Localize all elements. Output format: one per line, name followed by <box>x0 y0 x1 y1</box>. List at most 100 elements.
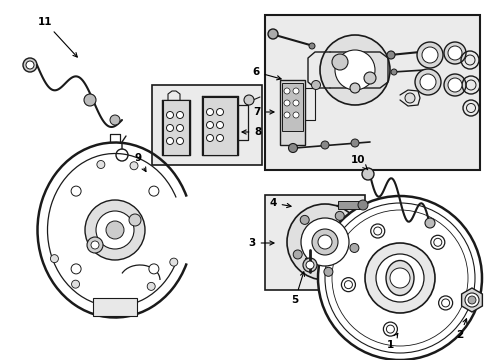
Circle shape <box>308 43 314 49</box>
Circle shape <box>341 278 355 292</box>
Circle shape <box>433 238 441 246</box>
Circle shape <box>292 112 298 118</box>
Circle shape <box>87 237 103 253</box>
Circle shape <box>419 74 435 90</box>
Circle shape <box>129 214 141 226</box>
Circle shape <box>323 267 332 276</box>
Bar <box>282 83 303 131</box>
Bar <box>163 100 189 155</box>
Circle shape <box>370 224 384 238</box>
Circle shape <box>176 125 183 131</box>
Text: 6: 6 <box>252 67 281 80</box>
Circle shape <box>26 61 34 69</box>
Bar <box>93 298 137 316</box>
Circle shape <box>375 254 423 302</box>
Circle shape <box>438 296 452 310</box>
Circle shape <box>267 29 278 39</box>
Circle shape <box>85 200 145 260</box>
Circle shape <box>335 211 344 220</box>
Circle shape <box>71 264 81 274</box>
Ellipse shape <box>385 261 413 296</box>
Circle shape <box>447 46 461 60</box>
Circle shape <box>331 54 347 70</box>
Circle shape <box>110 115 120 125</box>
Circle shape <box>244 95 253 105</box>
Circle shape <box>176 112 183 118</box>
Circle shape <box>311 81 320 90</box>
Circle shape <box>284 88 289 94</box>
Bar <box>264 15 479 170</box>
Circle shape <box>373 227 381 235</box>
Circle shape <box>443 74 465 96</box>
Circle shape <box>292 88 298 94</box>
Bar <box>203 97 237 155</box>
Circle shape <box>467 296 475 304</box>
Circle shape <box>364 243 434 313</box>
Circle shape <box>443 42 465 64</box>
Circle shape <box>361 168 373 180</box>
Circle shape <box>166 138 173 144</box>
Circle shape <box>148 186 159 196</box>
Circle shape <box>317 196 481 360</box>
Bar <box>337 201 359 209</box>
Circle shape <box>416 42 442 68</box>
Circle shape <box>216 108 223 116</box>
Circle shape <box>216 135 223 141</box>
Circle shape <box>106 221 124 239</box>
Circle shape <box>404 93 414 103</box>
Circle shape <box>414 69 440 95</box>
Circle shape <box>288 144 297 153</box>
Circle shape <box>97 161 104 168</box>
Circle shape <box>464 293 478 307</box>
Circle shape <box>206 108 213 116</box>
Circle shape <box>284 112 289 118</box>
Circle shape <box>91 241 99 249</box>
Circle shape <box>216 122 223 129</box>
Bar <box>280 80 305 145</box>
Circle shape <box>421 47 437 63</box>
Circle shape <box>390 69 396 75</box>
Circle shape <box>71 280 80 288</box>
Bar <box>264 195 364 290</box>
Circle shape <box>284 100 289 106</box>
Text: 1: 1 <box>386 333 397 350</box>
Text: 4: 4 <box>269 198 290 208</box>
Circle shape <box>319 35 389 105</box>
Circle shape <box>286 204 362 280</box>
Text: 10: 10 <box>350 155 367 170</box>
Text: 7: 7 <box>253 107 273 117</box>
Circle shape <box>130 162 138 170</box>
Circle shape <box>424 218 434 228</box>
Circle shape <box>430 235 444 249</box>
Circle shape <box>303 258 316 272</box>
Circle shape <box>169 258 178 266</box>
Circle shape <box>293 250 302 259</box>
Circle shape <box>350 139 358 147</box>
Circle shape <box>300 215 308 224</box>
Circle shape <box>311 229 337 255</box>
Circle shape <box>363 72 375 84</box>
Circle shape <box>386 51 394 59</box>
Circle shape <box>71 186 81 196</box>
Text: 11: 11 <box>38 17 77 57</box>
Circle shape <box>344 281 352 289</box>
Circle shape <box>96 211 134 249</box>
Bar <box>152 85 262 165</box>
Circle shape <box>84 94 96 106</box>
Circle shape <box>383 322 397 336</box>
Circle shape <box>206 135 213 141</box>
Circle shape <box>320 141 328 149</box>
Circle shape <box>166 112 173 118</box>
Circle shape <box>447 78 461 92</box>
Circle shape <box>148 264 159 274</box>
Circle shape <box>176 138 183 144</box>
Circle shape <box>386 325 394 333</box>
Circle shape <box>23 58 37 72</box>
Text: 8: 8 <box>242 127 261 137</box>
Circle shape <box>349 243 358 252</box>
Text: 2: 2 <box>455 319 466 340</box>
Text: 3: 3 <box>248 238 273 248</box>
Circle shape <box>441 299 448 307</box>
Circle shape <box>389 268 409 288</box>
Polygon shape <box>461 288 481 312</box>
